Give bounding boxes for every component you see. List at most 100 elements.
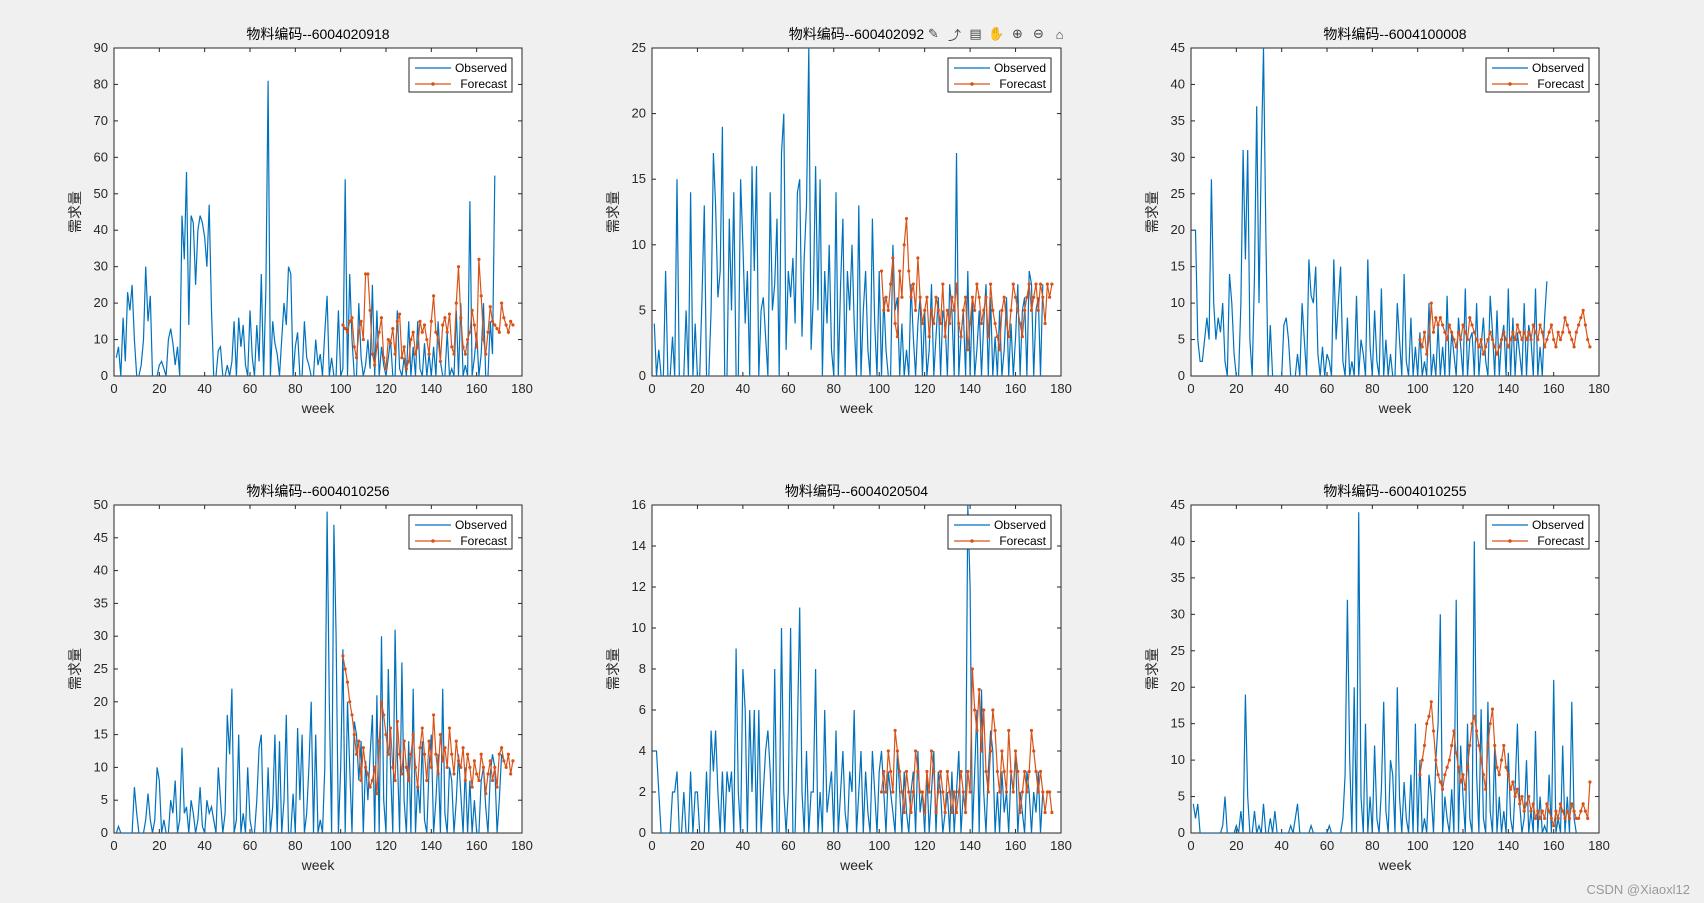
forecast-point xyxy=(1540,809,1544,813)
forecast-point xyxy=(368,308,372,312)
legend-label: Forecast xyxy=(1537,534,1584,548)
legend-label: Observed xyxy=(1532,518,1584,532)
forecast-point xyxy=(409,752,413,756)
forecast-point xyxy=(454,739,458,743)
legend: Observed Forecast xyxy=(408,514,513,550)
forecast-point xyxy=(966,769,970,774)
x-tick-label: 140 xyxy=(420,838,442,853)
y-tick-label: 10 xyxy=(1171,752,1185,767)
forecast-point xyxy=(1045,282,1049,286)
forecast-point xyxy=(343,667,347,671)
export-icon[interactable]: ⤴ xyxy=(947,27,961,43)
y-tick-label: 5 xyxy=(639,302,646,317)
x-tick-label: 180 xyxy=(1050,381,1072,396)
zoom-out-icon[interactable]: ⊖ xyxy=(1033,26,1044,41)
legend-marker xyxy=(970,539,974,543)
forecast-point xyxy=(461,345,465,349)
series-line-observed xyxy=(1193,48,1548,376)
data-tips-icon[interactable]: ▤ xyxy=(969,26,982,41)
subplot-4: 0 20 40 60 80 100 120 140 160 180 0 5 10 15 20 25 30 35 40… xyxy=(67,483,533,873)
forecast-point xyxy=(982,708,986,712)
x-tick-label: 40 xyxy=(1274,381,1288,396)
forecast-point xyxy=(1459,780,1463,784)
forecast-point xyxy=(413,352,418,356)
x-tick-label: 60 xyxy=(1320,381,1334,396)
forecast-point xyxy=(1527,794,1531,799)
forecast-point xyxy=(345,330,350,334)
forecast-point xyxy=(1018,321,1022,326)
forecast-point xyxy=(1045,790,1049,794)
forecast-point xyxy=(886,308,890,312)
x-tick-label: 100 xyxy=(868,381,890,396)
forecast-point xyxy=(1515,323,1519,327)
forecast-point xyxy=(452,352,456,356)
forecast-point xyxy=(979,749,984,753)
forecast-point xyxy=(1422,743,1427,748)
forecast-point xyxy=(959,769,963,774)
forecast-point xyxy=(879,790,884,794)
forecast-point xyxy=(466,337,470,342)
forecast-point xyxy=(918,295,922,299)
series-forecast xyxy=(1418,301,1592,357)
y-tick-label: 20 xyxy=(94,295,108,310)
forecast-point xyxy=(1513,794,1517,799)
forecast-point xyxy=(1493,743,1497,748)
forecast-point xyxy=(902,243,906,247)
chart-title: 物料编码--6004010256 xyxy=(246,483,389,499)
forecast-point xyxy=(1563,316,1567,320)
forecast-point xyxy=(1577,816,1581,821)
forecast-point xyxy=(1579,809,1583,813)
x-tick-label: 20 xyxy=(1229,381,1243,396)
forecast-point xyxy=(1447,323,1451,327)
legend-marker xyxy=(431,82,435,86)
forecast-point xyxy=(948,790,952,794)
x-tick-label: 140 xyxy=(1497,381,1519,396)
forecast-point xyxy=(472,323,476,327)
forecast-point xyxy=(466,752,470,756)
y-tick-label: 70 xyxy=(94,113,108,128)
forecast-point xyxy=(1486,743,1490,748)
legend: Observed Forecast xyxy=(1485,57,1590,93)
legend-marker xyxy=(970,82,974,86)
forecast-point xyxy=(995,769,999,774)
forecast-point xyxy=(879,269,884,273)
plot-area xyxy=(1190,47,1600,377)
forecast-point xyxy=(407,778,411,783)
y-tick-label: 80 xyxy=(94,76,108,91)
y-tick-label: 0 xyxy=(1178,825,1185,840)
forecast-point xyxy=(932,321,936,326)
forecast-point xyxy=(375,792,379,796)
forecast-point xyxy=(486,772,490,776)
forecast-point xyxy=(988,282,993,286)
forecast-point xyxy=(929,749,934,753)
x-tick-label: 40 xyxy=(736,381,750,396)
forecast-point xyxy=(1529,337,1533,342)
forecast-point xyxy=(1527,330,1531,334)
x-tick-label: 180 xyxy=(1588,838,1610,853)
series-observed xyxy=(1193,48,1548,376)
forecast-point xyxy=(1472,330,1476,334)
forecast-point xyxy=(1041,790,1045,794)
legend-label: Observed xyxy=(994,518,1046,532)
home-icon[interactable]: ⌂ xyxy=(1055,26,1064,42)
forecast-point xyxy=(1536,337,1540,342)
forecast-point xyxy=(1004,321,1009,326)
forecast-point xyxy=(1418,773,1422,777)
forecast-point xyxy=(927,790,931,794)
forecast-point xyxy=(416,785,420,789)
zoom-in-icon[interactable]: ⊕ xyxy=(1012,26,1023,41)
forecast-point xyxy=(1490,337,1495,342)
series-line-forecast xyxy=(880,218,1053,350)
series-line-observed xyxy=(115,80,496,376)
forecast-point xyxy=(402,739,406,743)
series-line-observed xyxy=(115,511,505,833)
y-tick-label: 2 xyxy=(639,784,646,799)
forecast-point xyxy=(429,765,433,770)
forecast-point xyxy=(502,759,506,763)
forecast-point xyxy=(1529,809,1533,813)
forecast-point xyxy=(1420,345,1424,349)
forecast-point xyxy=(1524,337,1529,342)
brush-icon[interactable]: ✎ xyxy=(928,26,939,41)
forecast-point xyxy=(882,308,886,312)
pan-icon[interactable]: ✋ xyxy=(988,26,1005,41)
